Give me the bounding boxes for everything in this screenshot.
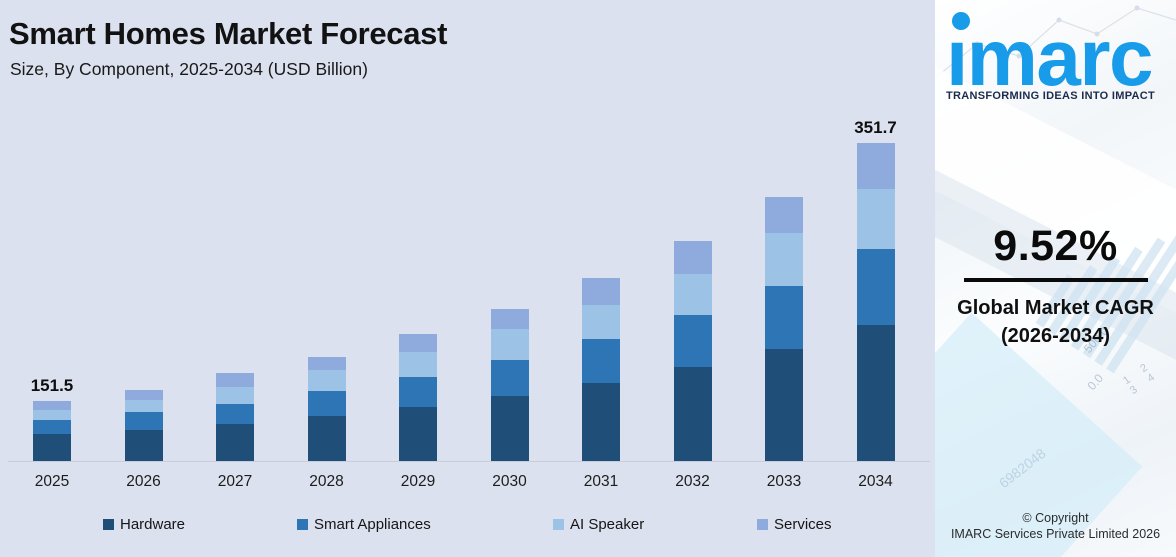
copyright-block: © Copyright IMARC Services Private Limit… [935, 510, 1176, 542]
bar-segment-smart-appliances-2030 [490, 359, 529, 396]
legend-item-smart-appliances: Smart Appliances [297, 516, 431, 533]
bar-segment-services-2030 [490, 308, 529, 329]
bar-segment-ai-speaker-2031 [582, 304, 620, 339]
copyright-line2: IMARC Services Private Limited 2026 [950, 527, 1161, 541]
bar-segment-smart-appliances-2027 [216, 403, 254, 424]
bar-segment-hardware-2030 [490, 396, 529, 461]
x-tick-label-2026: 2026 [126, 473, 161, 490]
x-tick-label-2029: 2029 [400, 473, 436, 490]
bar-segment-ai-speaker-2028 [307, 370, 346, 391]
bar-segment-ai-speaker-2034 [856, 189, 895, 249]
bar-segment-services-2025 [33, 400, 71, 410]
x-tick-label-2032: 2032 [675, 473, 710, 490]
bar-segment-hardware-2026 [124, 429, 163, 461]
bar-segment-smart-appliances-2031 [582, 338, 620, 383]
imarc-logo-dot-icon [952, 12, 970, 30]
x-tick-label-2030: 2030 [492, 473, 527, 490]
bar-segment-services-2033 [765, 196, 803, 233]
cagr-block: 9.52% Global Market CAGR (2026-2034) [935, 222, 1176, 350]
watermark-axis-ticks: 1 2 3 4 [1120, 358, 1162, 398]
chart-subtitle: Size, By Component, 2025-2034 (USD Billi… [10, 59, 368, 79]
x-tick-label-2034: 2034 [858, 473, 893, 490]
legend-item-hardware: Hardware [103, 516, 185, 533]
bar-segment-smart-appliances-2029 [399, 377, 437, 407]
bar-segment-ai-speaker-2030 [490, 329, 529, 360]
network-pattern-decoration [935, 5, 1176, 79]
cagr-value: 9.52% [993, 222, 1118, 270]
bar-segment-smart-appliances-2033 [765, 286, 803, 349]
bar-segment-hardware-2029 [399, 406, 437, 461]
x-tick-label-2031: 2031 [583, 473, 619, 490]
watermark-axis-label-0: 0.0 [1084, 371, 1107, 393]
x-axis-line [8, 461, 930, 462]
chart-area: Smart Homes Market Forecast Size, By Com… [0, 0, 935, 557]
legend-label-services: Services [774, 516, 832, 533]
x-tick-label-2033: 2033 [766, 473, 802, 490]
bar-segment-ai-speaker-2033 [765, 233, 803, 286]
bar-segment-smart-appliances-2034 [856, 249, 895, 325]
brand-panel: 500.0 0.0 1 2 3 4 6982048 ımarc TRANSFOR… [935, 0, 1176, 557]
legend-swatch-smart-appliances [297, 519, 308, 530]
imarc-logo: ımarc [946, 11, 1168, 106]
x-tick-label-2027: 2027 [217, 473, 253, 490]
bar-segment-hardware-2027 [216, 424, 254, 461]
bar-segment-ai-speaker-2026 [124, 400, 163, 412]
bar-segment-hardware-2033 [765, 348, 803, 461]
chart-title: Smart Homes Market Forecast [9, 16, 448, 51]
legend-label-hardware: Hardware [120, 516, 186, 533]
bar-segment-services-2034 [856, 143, 895, 189]
bar-segment-hardware-2034 [856, 324, 895, 461]
bar-segment-smart-appliances-2026 [124, 412, 163, 430]
data-label-2034: 351.7 [854, 118, 897, 137]
copyright-line1: © Copyright [1022, 511, 1089, 525]
x-tick-label-2028: 2028 [309, 473, 344, 490]
bar-segment-services-2028 [307, 356, 346, 370]
bar-segment-services-2031 [582, 278, 620, 305]
bar-segment-ai-speaker-2032 [673, 273, 712, 315]
imarc-tagline: TRANSFORMING IDEAS INTO IMPACT [946, 90, 1156, 102]
bar-segment-hardware-2028 [307, 416, 346, 461]
bar-segment-ai-speaker-2025 [33, 410, 71, 420]
legend-item-services: Services [757, 516, 832, 533]
legend-swatch-services [757, 519, 768, 530]
plot-area: 2025 2026 2027 2028 2029 2030 2031 2032 2033 2034… [8, 118, 930, 490]
bar-segment-hardware-2031 [582, 383, 620, 461]
bar-segment-ai-speaker-2029 [399, 352, 437, 377]
cagr-label-line2: (2026-2034) [1001, 325, 1110, 347]
cagr-label-line1: Global Market CAGR [957, 297, 1154, 319]
legend-label-smart-appliances: Smart Appliances [314, 516, 431, 533]
bar-segment-services-2027 [216, 373, 254, 387]
bar-segment-services-2026 [124, 389, 163, 400]
watermark-number: 6982048 [995, 444, 1049, 492]
x-tick-label-2025: 2025 [34, 473, 70, 490]
bar-segment-hardware-2025 [33, 433, 71, 461]
legend-swatch-ai-speaker [553, 519, 564, 530]
legend-item-ai-speaker: AI Speaker [553, 516, 644, 533]
legend-swatch-hardware [103, 519, 114, 530]
bar-segment-services-2029 [399, 333, 437, 352]
imarc-logo-text: ımarc [946, 13, 1153, 102]
bar-segment-smart-appliances-2025 [33, 420, 71, 434]
bar-segment-ai-speaker-2027 [216, 387, 254, 404]
cagr-underline [963, 278, 1148, 282]
data-label-2025: 151.5 [30, 375, 74, 395]
bar-segment-smart-appliances-2032 [673, 314, 712, 367]
bar-segment-services-2032 [673, 240, 712, 274]
bar-segment-hardware-2032 [673, 366, 712, 461]
legend-label-ai-speaker: AI Speaker [570, 516, 645, 533]
bar-segment-smart-appliances-2028 [307, 390, 346, 416]
